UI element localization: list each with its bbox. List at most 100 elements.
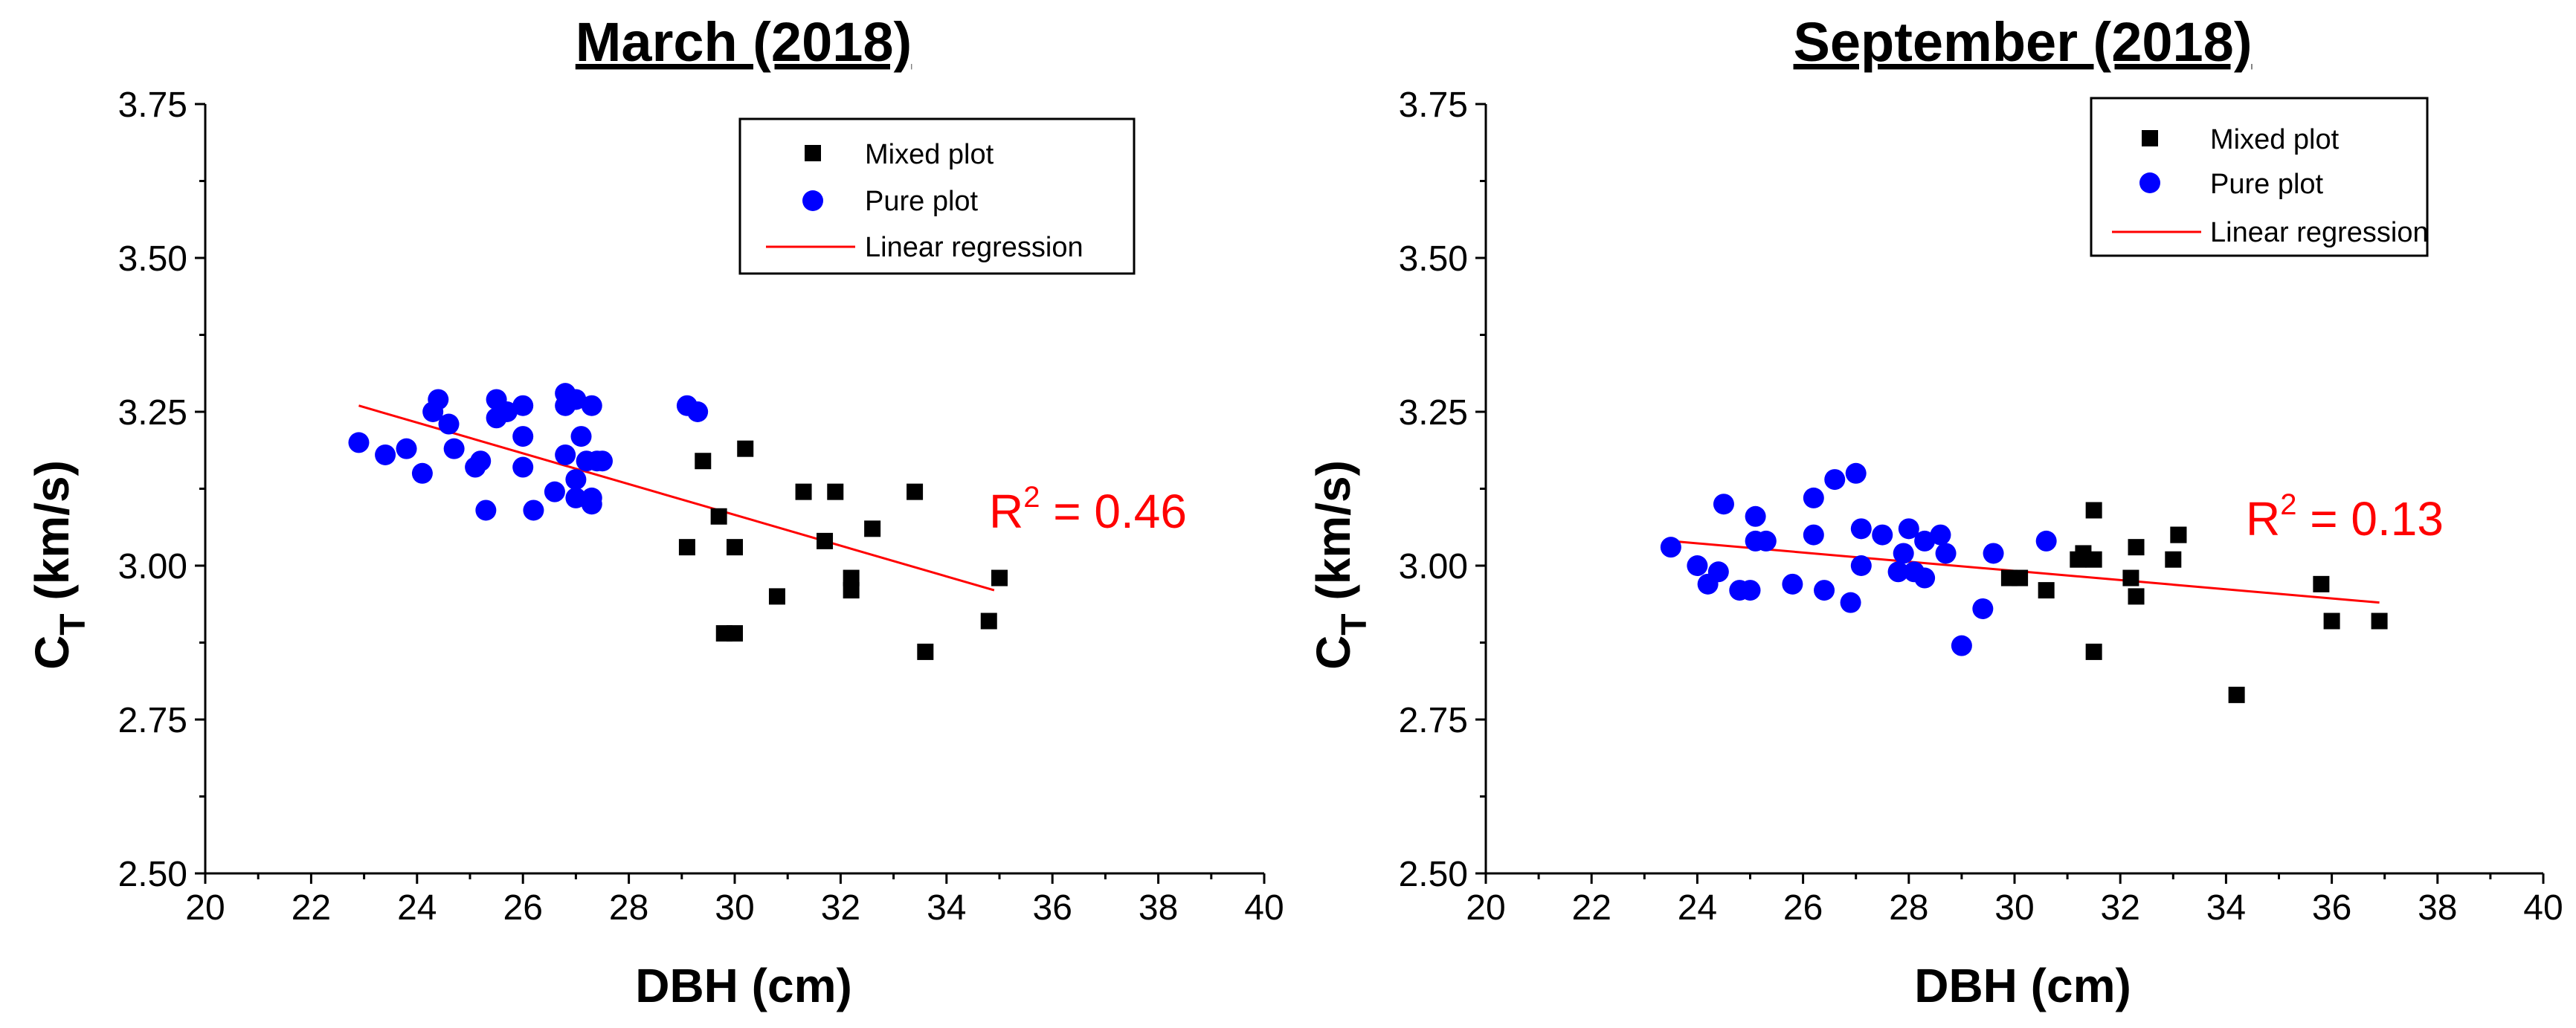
mixed-plot-point xyxy=(727,539,743,556)
x-tick-label: 36 xyxy=(1033,888,1072,928)
pure-plot-point xyxy=(1898,518,1919,540)
pure-plot-point xyxy=(411,462,433,484)
y-tick-label: 2.50 xyxy=(1399,855,1468,894)
mixed-plot-point xyxy=(2323,612,2340,630)
x-tick-label: 28 xyxy=(609,888,648,928)
pure-plot-point xyxy=(1845,462,1867,484)
y-axis-label-sub: T xyxy=(1335,613,1374,635)
pure-plot-point xyxy=(1935,543,1957,564)
pure-plot-point xyxy=(1840,592,1861,613)
chart-title: March (2018) xyxy=(576,11,912,73)
pure-plot-point xyxy=(581,487,602,508)
mixed-plot-point xyxy=(737,440,754,457)
plot-area: 20 22 24 26 28 30 32 34 36 38 40 2.50 2.75 3.00 3.25 3.… xyxy=(1399,85,2563,928)
x-tick-label: 40 xyxy=(1244,888,1284,928)
r-squared-value: = 0.13 xyxy=(2296,492,2444,546)
regression-line xyxy=(358,404,995,592)
pure-plot-point xyxy=(512,426,534,447)
pure-plot-point xyxy=(1930,524,1951,546)
r-squared-sup: 2 xyxy=(1023,481,1040,514)
legend-label-linear-regression: Linear regression xyxy=(2210,217,2429,248)
mixed-plot-point xyxy=(2170,526,2187,543)
legend: Mixed plot Pure plot Linear regression xyxy=(2090,97,2429,257)
y-axis-label-main: C xyxy=(1307,636,1360,670)
pure-plot-point xyxy=(565,389,587,410)
x-tick-label: 30 xyxy=(715,888,754,928)
chart-march-2018: March (2018) 20 22 24 26 28 30 32 34 36 38 402.502… xyxy=(25,11,1284,1012)
y-axis-label: CT (km/s) xyxy=(25,460,93,670)
legend-label-pure-plot: Pure plot xyxy=(2210,169,2324,200)
mixed-plot-point xyxy=(678,539,695,556)
mixed-plot-point xyxy=(2228,686,2245,703)
mixed-plot-point xyxy=(795,483,812,500)
x-tick-label: 34 xyxy=(2206,888,2246,928)
mixed-plot-point xyxy=(2085,551,2102,568)
pure-plot-point xyxy=(1687,555,1708,576)
y-axis-label: CT (km/s) xyxy=(1307,460,1374,670)
y-tick-label: 3.50 xyxy=(1399,239,1468,279)
mixed-plot-point xyxy=(2128,539,2145,556)
pure-plot-point xyxy=(565,469,587,491)
mixed-plot-point xyxy=(817,532,834,549)
y-tick-label: 2.75 xyxy=(1399,701,1468,740)
legend-label-pure-plot: Pure plot xyxy=(865,186,979,217)
pure-plot-point xyxy=(470,450,492,472)
x-tick-label: 40 xyxy=(2523,888,2563,928)
mixed-plot-point xyxy=(727,625,743,642)
pure-plot-point xyxy=(1713,494,1734,515)
pure-plot-point xyxy=(1983,543,2004,564)
x-tick-label: 32 xyxy=(2101,888,2140,928)
x-tick-label: 38 xyxy=(2418,888,2457,928)
x-tick-label: 38 xyxy=(1139,888,1178,928)
r-squared-annotation: R2 = 0.46 xyxy=(989,481,1187,538)
pure-plot-point xyxy=(396,438,417,459)
x-tick-label: 24 xyxy=(397,888,437,928)
legend: Mixed plot Pure plot Linear regression xyxy=(738,117,1136,275)
pure-plot-point xyxy=(438,413,460,435)
y-axis-label-sub: T xyxy=(54,613,93,635)
pure-plot-point xyxy=(1739,580,1761,601)
x-tick-label: 26 xyxy=(1783,888,1823,928)
y-tick-label: 2.50 xyxy=(118,855,187,894)
legend-label-mixed-plot: Mixed plot xyxy=(865,139,994,170)
pure-plot-point xyxy=(1782,573,1803,595)
pure-plot-point xyxy=(1850,518,1872,540)
mixed-plot-point xyxy=(827,483,844,500)
x-tick-label: 20 xyxy=(1466,888,1505,928)
x-tick-label: 32 xyxy=(821,888,860,928)
pure-plot-point xyxy=(2035,530,2057,552)
x-tick-label: 22 xyxy=(292,888,331,928)
pure-plot-point xyxy=(555,444,576,465)
r-squared-annotation: R2 = 0.13 xyxy=(2246,488,2444,546)
mixed-plot-point xyxy=(843,569,860,586)
pure-plot-point xyxy=(1707,561,1729,583)
y-tick-label: 3.25 xyxy=(1399,393,1468,433)
y-tick-label: 3.75 xyxy=(1399,85,1468,125)
pure-plot-point xyxy=(544,481,565,502)
mixed-plot-point xyxy=(2128,588,2145,605)
mixed-plot-point xyxy=(864,520,881,537)
pure-plot-point xyxy=(570,426,592,447)
pure-plot-point xyxy=(1660,537,1681,558)
y-axis-label-unit: (km/s) xyxy=(1307,460,1360,613)
pure-plot-point xyxy=(1872,524,1893,546)
y-axis-label-unit: (km/s) xyxy=(25,460,79,613)
mixed-plot-point xyxy=(980,612,997,630)
legend-label-mixed-plot: Mixed plot xyxy=(2210,124,2340,155)
r-squared-base: R xyxy=(989,485,1023,538)
pure-plot-point xyxy=(1914,530,1936,552)
legend-marker-pure-plot xyxy=(2139,172,2160,193)
x-tick-label: 20 xyxy=(185,888,225,928)
y-axis-label-main: C xyxy=(25,636,79,670)
pure-plot-point xyxy=(565,487,587,508)
r-squared-value: = 0.46 xyxy=(1040,485,1187,538)
mixed-plot-point xyxy=(2313,575,2330,592)
pure-plot-point xyxy=(1951,635,1972,656)
pure-plot-point xyxy=(1893,543,1914,564)
pure-plot-point xyxy=(1755,530,1777,552)
x-axis-label: DBH (cm) xyxy=(635,959,852,1012)
pure-plot-point xyxy=(512,395,534,416)
r-squared-base: R xyxy=(2246,492,2280,546)
x-tick-label: 24 xyxy=(1678,888,1717,928)
